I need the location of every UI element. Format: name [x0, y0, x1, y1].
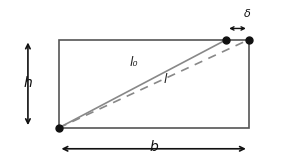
Text: δ: δ: [244, 9, 251, 19]
Text: h: h: [24, 76, 32, 90]
Text: l₀: l₀: [130, 56, 138, 69]
Bar: [59, 40, 249, 128]
Text: b: b: [149, 140, 158, 154]
Text: l: l: [163, 73, 167, 86]
